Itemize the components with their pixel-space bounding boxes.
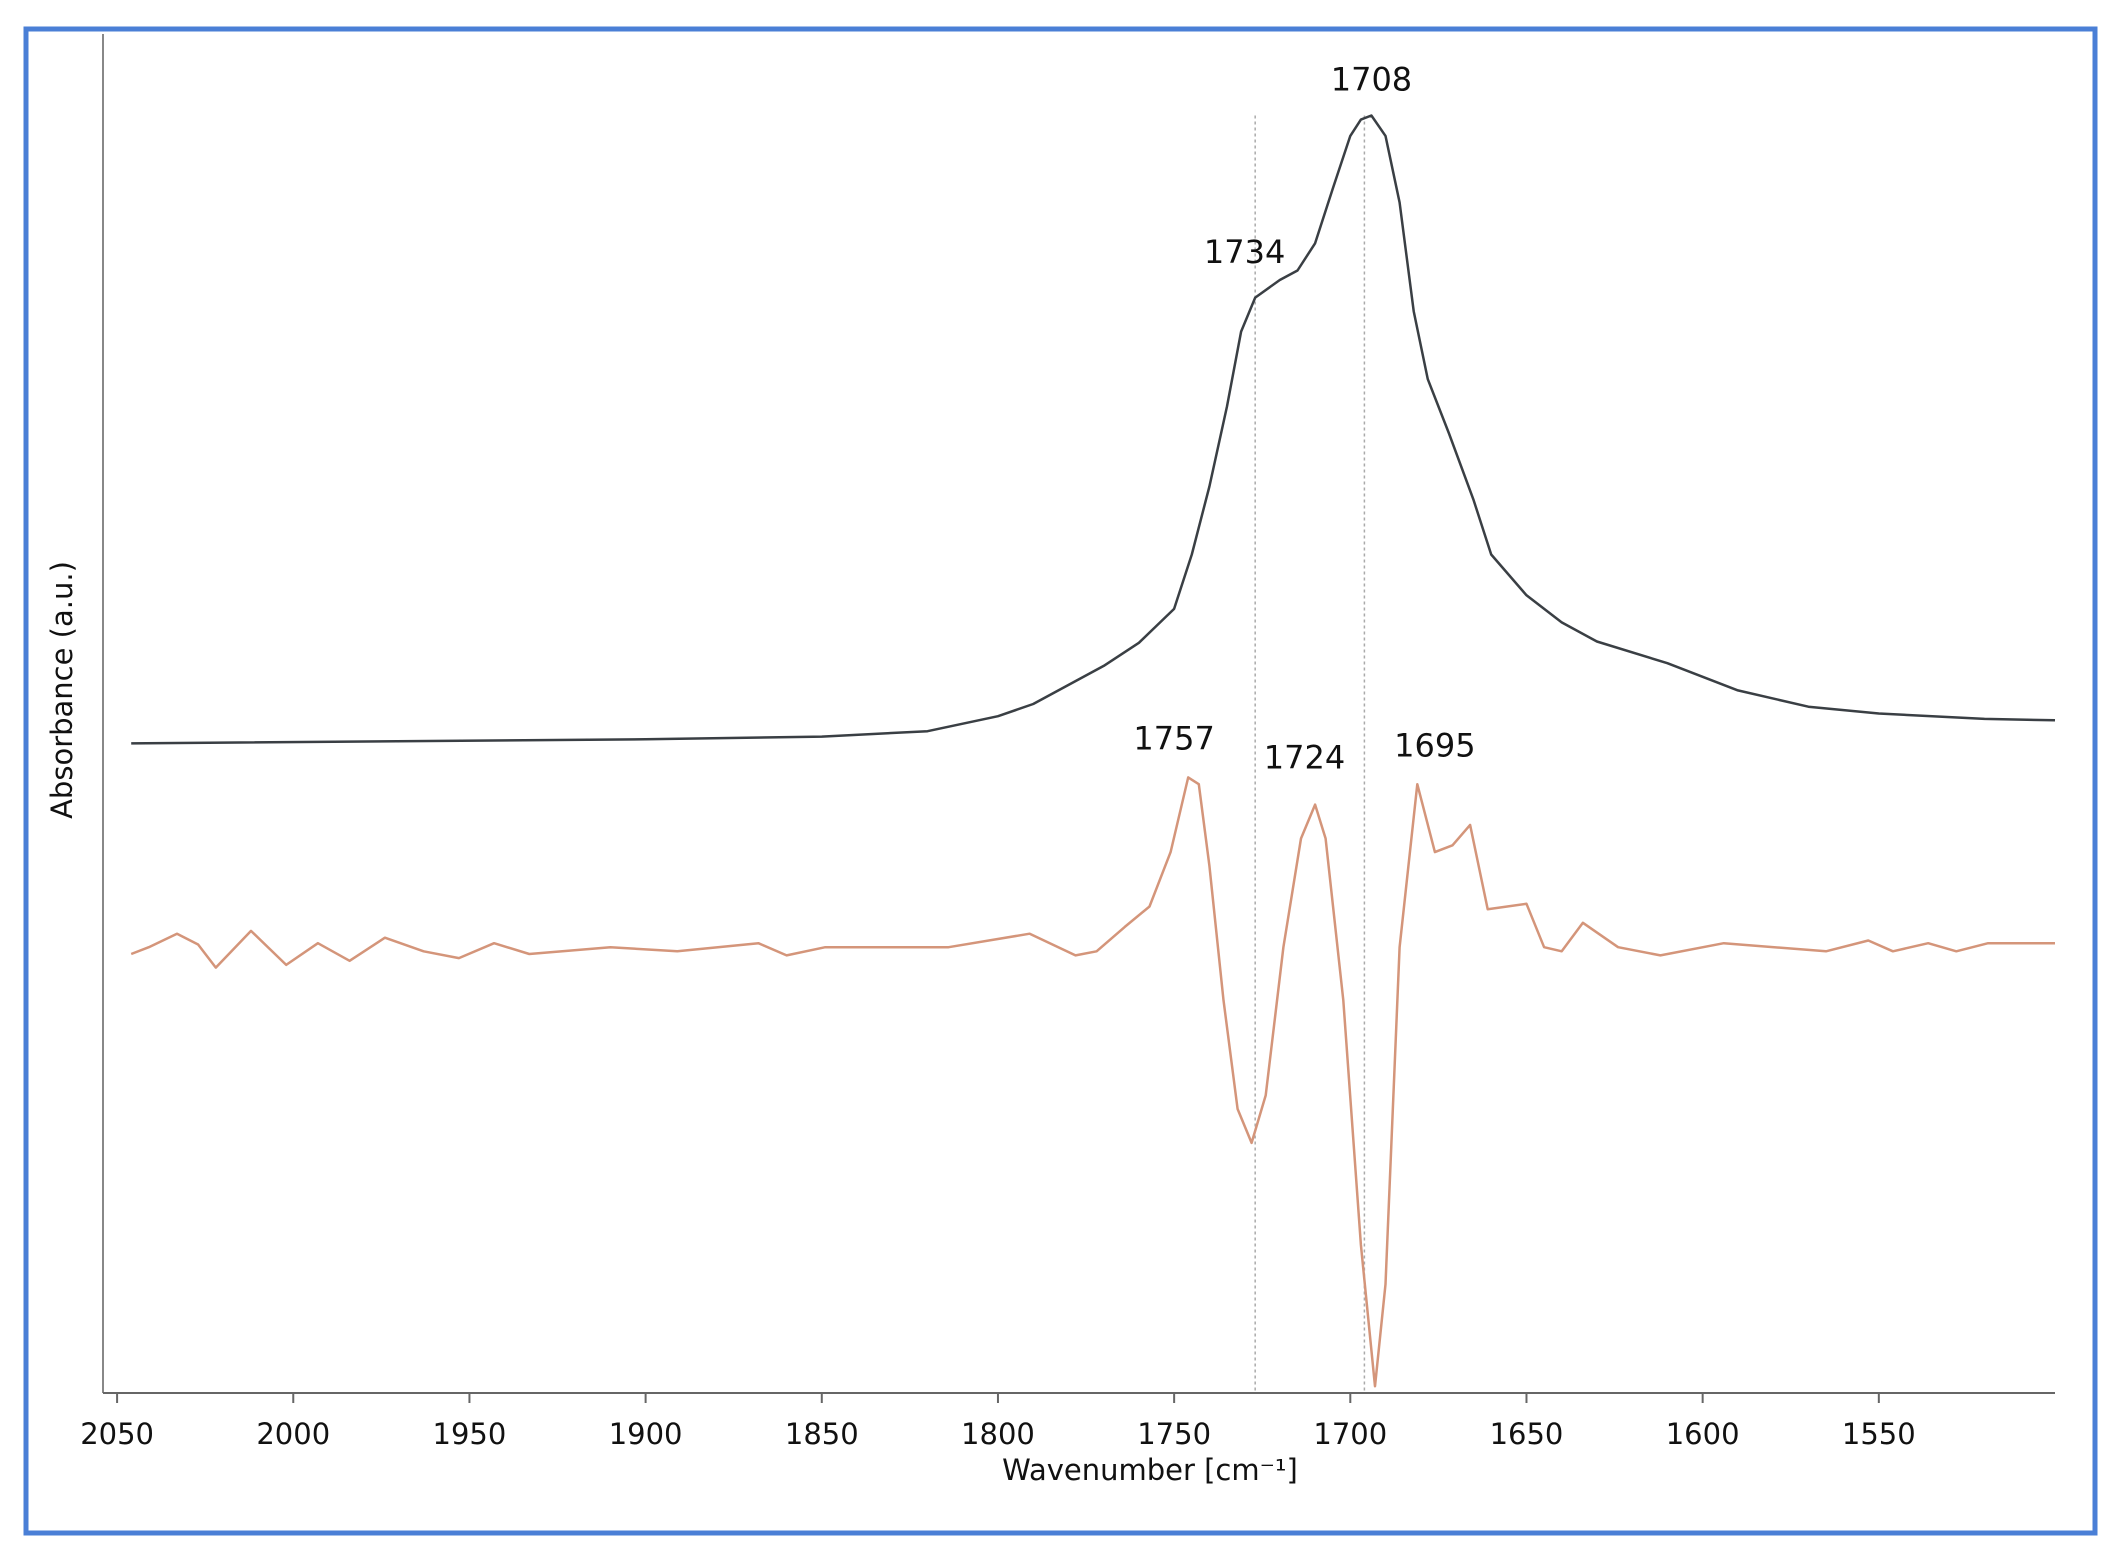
peak-label: 1757 — [1133, 720, 1214, 758]
x-tick-label: 1900 — [609, 1417, 683, 1451]
x-tick-label: 1550 — [1842, 1417, 1916, 1451]
peak-label: 1695 — [1394, 726, 1475, 764]
frame — [23, 26, 2098, 1536]
peak-label: 1734 — [1204, 233, 1285, 271]
y-axis-label: Absorbance (a.u.) — [45, 561, 79, 819]
x-tick-label: 1750 — [1137, 1417, 1211, 1451]
x-tick-label: 1800 — [961, 1417, 1035, 1451]
peak-label: 1708 — [1331, 61, 1412, 99]
x-tick-label: 1850 — [785, 1417, 859, 1451]
spectrum-line — [130, 776, 2055, 1388]
x-tick-label: 2050 — [80, 1417, 154, 1451]
x-tick-label: 1700 — [1313, 1417, 1387, 1451]
peak-label: 1724 — [1264, 739, 1345, 777]
spectrum-line — [131, 114, 2056, 745]
x-axis-label: Wavenumber [cm⁻¹] — [1002, 1453, 1298, 1487]
x-tick-label: 1600 — [1666, 1417, 1740, 1451]
x-tick-label: 2000 — [256, 1417, 330, 1451]
x-tick-label: 1650 — [1490, 1417, 1564, 1451]
x-tick-label: 1950 — [433, 1417, 507, 1451]
